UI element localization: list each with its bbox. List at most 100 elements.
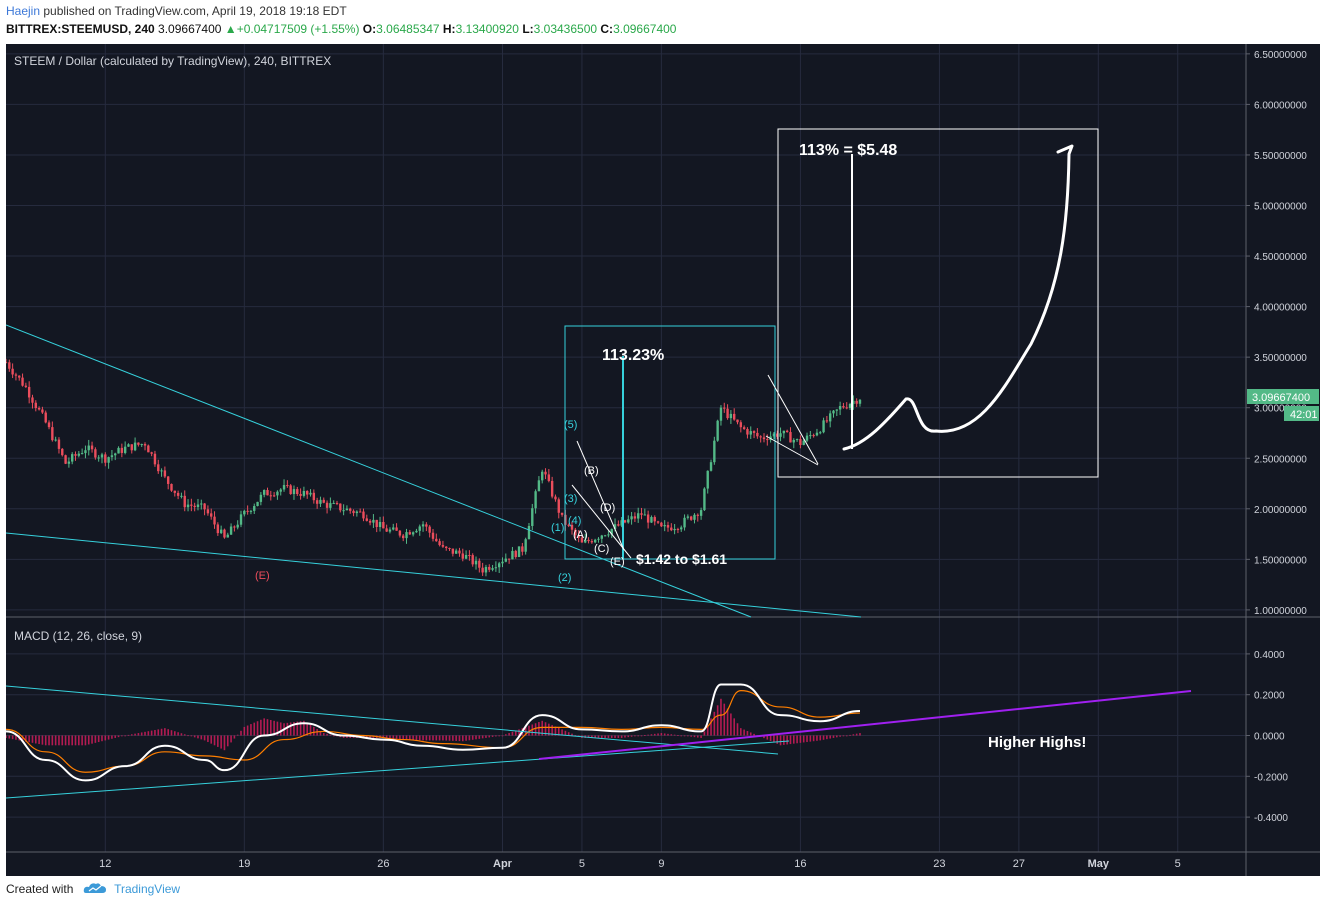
candle-body [193,505,196,508]
candle-body [696,514,699,516]
histogram-bar [428,735,431,741]
candle-body [292,489,296,495]
histogram-bar [342,735,345,738]
candle-body [627,519,630,523]
candle-body [822,420,825,433]
histogram-bar [207,735,209,743]
candle-body [541,471,544,481]
projection-curve[interactable] [842,144,1074,451]
histogram-bar [700,735,702,738]
candle-body [74,454,77,456]
price-tick-label: 2.50000000 [1254,454,1307,465]
time-tick-label: Apr [493,858,513,870]
histogram-bar [84,735,87,746]
candle-body [170,483,173,491]
histogram-bar [432,735,434,741]
projection-box-cyan[interactable] [564,325,776,560]
histogram-bar [51,735,54,746]
candle-body [173,490,177,493]
candle-body [474,560,478,565]
macd-purple-trendline[interactable] [538,690,1192,760]
histogram-bar [425,735,428,741]
candle-body [547,474,551,481]
close-label: C: [600,22,614,36]
candle-body [398,530,402,536]
candle-body [587,539,590,542]
candle-body [239,514,243,525]
candle-body [663,525,666,527]
candle-body [67,461,71,464]
candle-body [120,447,124,453]
candle-body [216,524,220,534]
candle-body [21,377,24,386]
histogram-bar [187,735,189,737]
price-tick-label: 6.50000000 [1254,50,1307,61]
tradingview-link[interactable]: TradingView [114,882,181,896]
candle-body [507,558,511,560]
histogram-bar [806,735,808,743]
candle-body [713,440,716,463]
histogram-bar [61,735,64,746]
candle-body [246,510,249,512]
histogram-bar [170,730,173,736]
candle-body [418,526,421,531]
wave-d-label: (D) [600,502,615,514]
wave-2-label: (2) [558,572,571,584]
histogram-bar [332,735,335,737]
histogram-bar [422,735,424,741]
candle-body [832,410,835,414]
histogram-bar [832,735,835,738]
candle-body [176,492,180,496]
chart-svg[interactable]: 6.50000000 6.00000000 5.50000000 5.00000000… [4,44,1320,876]
histogram-bar [637,735,640,737]
wedge-line-d[interactable] [765,435,819,466]
candle-body [27,386,31,398]
candle-body [799,439,802,445]
time-tick-label: 5 [579,858,585,870]
candle-body [610,528,613,535]
candle-body [259,494,263,502]
macd-ascending-trendline[interactable] [5,740,790,799]
histogram-bar [495,735,497,737]
candle-body [481,567,484,573]
descending-trendline-upper[interactable] [5,324,752,618]
candle-body [37,408,41,410]
candle-body [809,435,812,437]
candle-body [77,453,81,456]
candle-body [527,525,531,540]
candle-body [706,470,709,489]
wedge-line-b[interactable] [576,440,625,551]
histogram-bar [458,735,461,742]
histogram-bar [71,735,73,746]
descending-trendline-lower[interactable] [5,532,862,618]
wave-e-white-label: (E) [610,556,625,568]
candle-body [47,422,51,428]
change-arrow-icon: ▲ [224,22,237,36]
candle-body [633,516,637,519]
histogram-bar [604,735,606,738]
author-link[interactable]: Haejin [6,4,41,18]
histogram-bar [160,728,163,736]
open-label: O: [362,22,377,36]
histogram-bar [723,703,726,736]
histogram-bar [753,733,755,736]
wedge-line-c[interactable] [767,374,819,465]
candle-body [693,514,696,520]
wave-a-label: (A) [573,529,588,541]
histogram-bar [329,734,332,736]
histogram-bar [372,735,375,738]
candle-body [448,548,451,550]
wedge-line-a[interactable] [571,484,632,559]
candle-body [488,566,491,570]
macd-descending-trendline[interactable] [5,685,779,755]
histogram-bar [481,735,484,739]
histogram-bar [594,735,596,738]
histogram-bar [554,726,557,736]
histogram-bar [296,721,299,736]
histogram-bar [226,735,229,747]
histogram-bar [574,735,577,736]
histogram-bar [233,735,236,739]
candle-body [521,546,524,552]
chart-container[interactable]: 6.50000000 6.00000000 5.50000000 5.00000000… [4,44,1320,876]
target-box[interactable] [777,128,1099,478]
